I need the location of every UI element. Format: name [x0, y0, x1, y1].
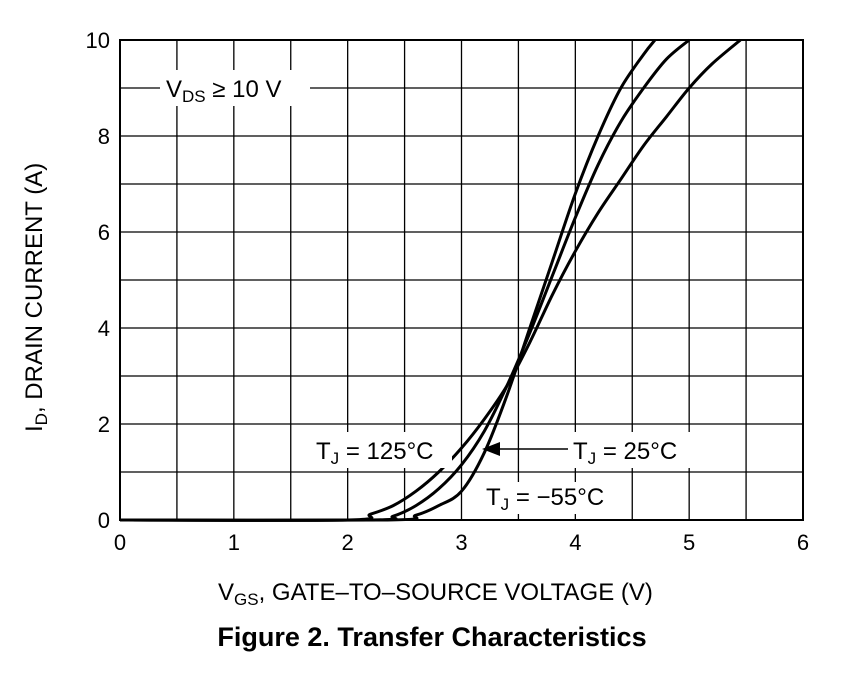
- x-tick-label: 6: [797, 530, 809, 555]
- label-125-bg: [312, 432, 452, 468]
- figure-caption: Figure 2. Transfer Characteristics: [217, 622, 647, 652]
- label-25-arrowhead: [482, 442, 500, 456]
- x-axis-label: VGS, GATE–TO–SOURCE VOLTAGE (V): [218, 579, 653, 609]
- y-tick-label: 4: [98, 316, 110, 341]
- curve-minus55c: [119, 39, 657, 522]
- x-tick-label: 2: [342, 530, 354, 555]
- condition-label: VDS ≥ 10 V: [166, 76, 282, 106]
- label-minus55-bg: [482, 482, 622, 514]
- x-tick-label: 0: [114, 530, 126, 555]
- condition-label-bg: [160, 70, 310, 106]
- label-25-bg: [569, 432, 697, 468]
- y-tick-label: 10: [86, 28, 110, 53]
- y-tick-label: 0: [98, 508, 110, 533]
- x-tick-label: 1: [228, 530, 240, 555]
- series-label-minus55c: TJ = −55°C: [486, 484, 604, 514]
- curve-25c: [119, 38, 691, 522]
- y-tick-label: 6: [98, 220, 110, 245]
- plot-frame: [119, 39, 804, 521]
- x-tick-label: 4: [569, 530, 581, 555]
- x-tick-labels: 0 1 2 3 4 5 6: [114, 530, 809, 555]
- y-tick-labels: 0 2 4 6 8 10: [86, 28, 110, 533]
- y-tick-label: 2: [98, 412, 110, 437]
- series-label-25c: TJ = 25°C: [573, 438, 677, 468]
- curves: [119, 38, 742, 522]
- series-label-125c: TJ = 125°C: [316, 438, 434, 468]
- y-tick-label: 8: [98, 124, 110, 149]
- y-axis-label: ID, DRAIN CURRENT (A): [21, 163, 51, 432]
- x-tick-label: 3: [455, 530, 467, 555]
- x-tick-label: 5: [683, 530, 695, 555]
